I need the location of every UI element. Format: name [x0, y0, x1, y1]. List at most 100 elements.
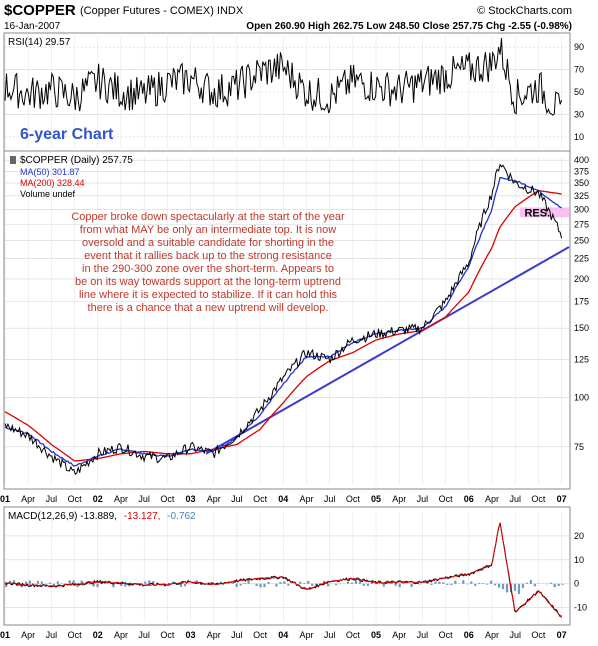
axis-ticks: 4003753503253002752502252001751501251007…	[574, 42, 589, 612]
x-tick-label: Jul	[231, 630, 243, 640]
macd-histogram-bar	[124, 583, 127, 587]
macd-histogram-bar	[497, 583, 501, 588]
macd-histogram-bar	[171, 581, 175, 584]
x-tick-label: Oct	[346, 494, 361, 504]
macd-panel	[3, 506, 571, 626]
macd-tick-label: 0	[574, 579, 579, 589]
annotation-line: there is a chance that a new uptrend wil…	[88, 302, 329, 314]
x-tick-label: 03	[186, 494, 196, 504]
macd-histogram-bar	[235, 583, 238, 587]
macd-histogram-bar	[179, 583, 183, 587]
x-tick-label: Jul	[324, 630, 336, 640]
macd-histogram-bar	[327, 583, 330, 587]
macd-histogram-bar	[307, 580, 310, 584]
macd-histogram-bar	[358, 581, 362, 584]
macd-histogram-bar	[418, 583, 421, 585]
macd-histogram-bar	[259, 583, 262, 588]
macd-histogram-bar	[32, 583, 36, 586]
macd-histogram-bar	[20, 583, 24, 588]
macd-histogram-bar	[553, 583, 556, 588]
macd-histogram-bar	[92, 583, 95, 587]
macd-histogram-bar	[231, 582, 234, 584]
macd-histogram-bar	[394, 583, 397, 586]
macd-histogram-bar	[442, 582, 445, 584]
macd-histogram-bar	[366, 583, 369, 586]
price-tick-label: 375	[574, 166, 589, 176]
macd-histogram-bar	[267, 581, 270, 584]
macd-label: MACD(12,26,9) -13.889, -13.127, -0.762	[8, 511, 196, 522]
macd-histogram-bar	[315, 583, 318, 585]
x-tick-label: Jul	[231, 494, 243, 504]
macd-histogram-bar	[56, 581, 59, 584]
x-tick-label: Jul	[509, 630, 521, 640]
macd-histogram-bar	[466, 583, 469, 585]
price-tick-label: 175	[574, 297, 589, 307]
rsi-tick-label: 30	[574, 109, 584, 119]
macd-histogram-bar	[382, 583, 385, 587]
x-axis-labels: 01 01 Apr Apr Jul Jul Oct Oct 02 02 Apr Apr Jul Jul Oc…	[0, 494, 567, 640]
macd-histogram-bar	[561, 583, 564, 585]
macd-histogram-bar	[505, 583, 509, 593]
rsi-label: RSI(14) 29.57	[8, 37, 71, 48]
macd-histogram-bar	[80, 580, 83, 584]
x-tick-label: 03	[186, 630, 196, 640]
x-tick-label: Apr	[485, 630, 499, 640]
macd-histogram-bar	[378, 582, 381, 584]
price-tick-label: 125	[574, 354, 589, 364]
x-tick-label: Oct	[253, 494, 268, 504]
x-tick-label: 02	[93, 630, 103, 640]
macd-histogram-bar	[76, 583, 79, 588]
macd-histogram-bar	[167, 583, 171, 587]
macd-histogram-bar	[255, 583, 258, 587]
macd-histogram-bar	[96, 583, 99, 588]
macd-signal-line	[4, 523, 563, 618]
x-tick-label: 06	[464, 630, 474, 640]
macd-histogram-bar	[430, 583, 433, 586]
macd-histogram-bar	[12, 580, 16, 584]
macd-histogram-bar	[434, 581, 437, 584]
x-tick-label: 02	[93, 494, 103, 504]
price-tick-label: 325	[574, 191, 589, 201]
price-tick-label: 200	[574, 274, 589, 284]
annotation-text: Copper broke down spectacularly at the s…	[71, 211, 345, 314]
macd-histogram-bar	[263, 583, 266, 588]
x-tick-label: 04	[278, 494, 288, 504]
macd-histogram-bar	[144, 581, 147, 584]
macd-tick-label: 10	[574, 555, 584, 565]
macd-histogram-bar	[529, 580, 532, 584]
macd-histogram-bar	[243, 582, 246, 584]
x-tick-label: 06	[464, 494, 474, 504]
x-tick-label: Apr	[392, 630, 406, 640]
x-tick-label: 01	[0, 494, 10, 504]
price-tick-label: 275	[574, 219, 589, 229]
rsi-tick-label: 90	[574, 42, 584, 52]
macd-tick-label: -10	[574, 603, 587, 613]
legend-price: $COPPER (Daily) 257.75	[20, 155, 133, 166]
macd-histogram-bar	[84, 583, 87, 586]
macd-histogram-bar	[493, 583, 497, 586]
macd-histogram-bar	[474, 583, 477, 586]
x-tick-label: Jul	[417, 630, 429, 640]
rsi-line	[4, 38, 563, 116]
macd-histogram-bar	[513, 583, 517, 591]
macd-histogram-bar	[191, 582, 195, 584]
x-tick-label: Apr	[207, 630, 221, 640]
macd-label-signal: -13.127,	[124, 511, 161, 522]
x-tick-label: Oct	[346, 630, 361, 640]
x-tick-label: Oct	[68, 630, 83, 640]
price-line	[4, 163, 563, 476]
price-tick-label: 150	[574, 323, 589, 333]
resistance-band	[519, 207, 569, 218]
macd-histogram-bar	[525, 582, 528, 584]
macd-histogram-bar	[346, 581, 350, 584]
macd-histogram-bar	[438, 581, 441, 584]
macd-histogram-bar	[303, 582, 306, 584]
x-tick-label: Oct	[439, 630, 454, 640]
macd-histogram-bar	[239, 583, 242, 586]
legend-ma200: MA(200) 328.44	[20, 178, 85, 188]
macd-histogram-bar	[446, 583, 449, 585]
x-tick-label: 05	[371, 630, 381, 640]
x-tick-label: Apr	[21, 630, 35, 640]
price-tick-label: 100	[574, 393, 589, 403]
x-tick-label: Oct	[531, 630, 546, 640]
